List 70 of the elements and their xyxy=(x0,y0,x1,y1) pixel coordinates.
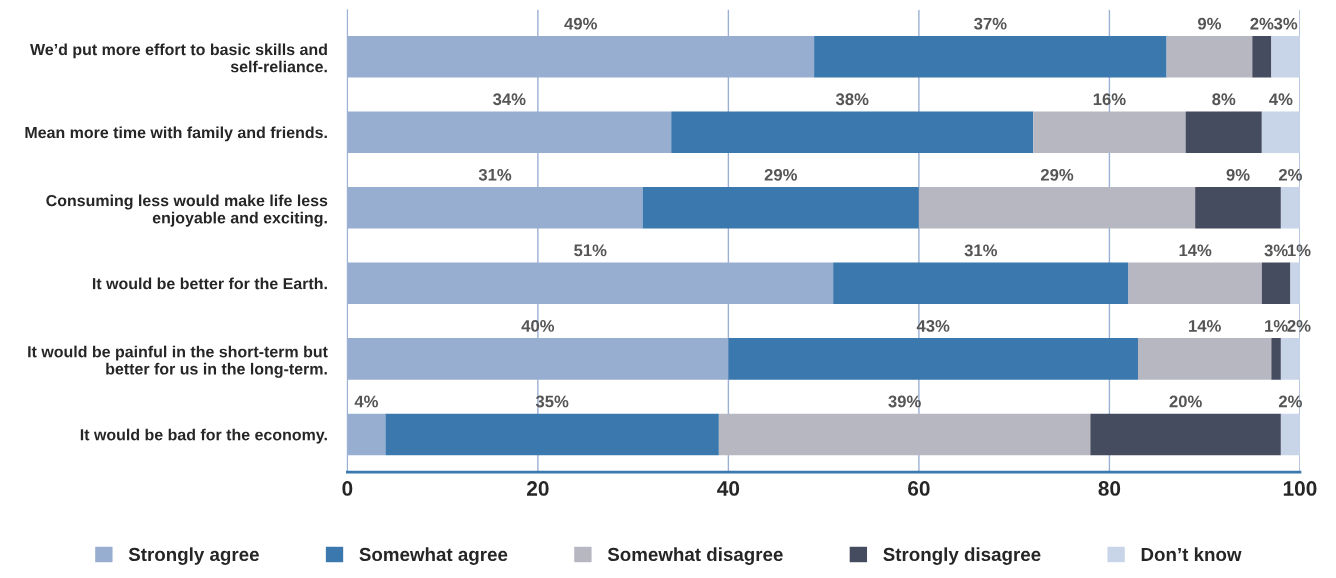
bar xyxy=(1271,338,1281,380)
y-tick-label: Consuming less would make life less enjoyable and exciting. xyxy=(46,194,328,227)
bar xyxy=(1280,187,1300,229)
bar xyxy=(1280,338,1300,380)
x-tick-label: 100 xyxy=(1283,481,1317,496)
data-label: 4% xyxy=(1269,93,1293,106)
data-label: 14% xyxy=(1189,320,1221,332)
y-tick-label: It would be bad for the economy. xyxy=(80,428,327,444)
y-tick-label: We’d put more effort to basic skills and self-reliance. xyxy=(30,43,327,73)
data-label: 31% xyxy=(478,168,512,181)
bar xyxy=(1090,413,1281,456)
data-label: 31% xyxy=(964,244,998,257)
data-label: 35% xyxy=(535,395,569,408)
data-label: 9% xyxy=(1226,168,1250,181)
x-tick-label: 60 xyxy=(908,481,930,496)
y-tick-label: Mean more time with family and friends. xyxy=(25,126,327,142)
bar xyxy=(1290,262,1300,305)
legend-label: Strongly disagree xyxy=(883,547,1041,565)
bar xyxy=(1252,35,1272,78)
bar xyxy=(642,187,919,229)
data-label: 40% xyxy=(521,320,555,332)
data-label: 2% xyxy=(1287,320,1311,332)
data-label: 49% xyxy=(564,17,597,30)
data-label: 9% xyxy=(1197,17,1222,30)
bar xyxy=(671,111,1034,153)
bar xyxy=(1185,111,1262,153)
data-label: 34% xyxy=(493,93,526,106)
bar xyxy=(918,187,1196,229)
data-label: 2% xyxy=(1278,395,1303,408)
data-label: 1% xyxy=(1287,244,1311,257)
data-label: 38% xyxy=(835,93,869,106)
legend-label: Don’t know xyxy=(1141,547,1242,562)
bar xyxy=(1271,35,1300,78)
data-label: 39% xyxy=(888,395,921,408)
bar xyxy=(728,338,1138,380)
x-tick-label: 20 xyxy=(527,481,549,496)
legend-label: Somewhat agree xyxy=(359,547,508,565)
data-label: 14% xyxy=(1179,244,1212,257)
bar xyxy=(385,413,719,456)
bar xyxy=(1166,35,1253,78)
bar xyxy=(1137,338,1272,380)
data-label: 3% xyxy=(1273,17,1298,30)
data-label: 29% xyxy=(764,168,798,181)
x-tick-label: 80 xyxy=(1098,481,1121,496)
bar xyxy=(814,35,1167,78)
bar xyxy=(1261,111,1300,153)
data-label: 29% xyxy=(1040,168,1074,181)
bar xyxy=(1261,262,1291,305)
legend-label: Strongly agree xyxy=(128,547,259,565)
data-label: 2% xyxy=(1250,17,1274,30)
bar xyxy=(1033,111,1186,153)
data-label: 51% xyxy=(574,244,607,257)
legend-label: Somewhat disagree xyxy=(607,547,783,565)
bar xyxy=(833,262,1129,305)
bar xyxy=(1195,187,1281,229)
data-label: 2% xyxy=(1278,168,1303,181)
bar xyxy=(718,413,1091,456)
y-tick-label: It would be painful in the short-term but better for us in the long-term. xyxy=(28,345,328,378)
data-label: 20% xyxy=(1169,395,1202,408)
bar xyxy=(1128,262,1262,305)
x-tick-label: 0 xyxy=(342,481,353,496)
data-label: 43% xyxy=(916,320,950,332)
x-tick-label: 40 xyxy=(717,481,740,496)
data-label: 4% xyxy=(354,395,379,408)
data-label: 3% xyxy=(1264,244,1288,257)
data-label: 37% xyxy=(974,17,1007,30)
y-tick-label: It would be better for the Earth. xyxy=(92,277,327,290)
bar xyxy=(1280,413,1300,456)
data-label: 1% xyxy=(1265,320,1288,332)
data-label: 8% xyxy=(1212,93,1236,106)
